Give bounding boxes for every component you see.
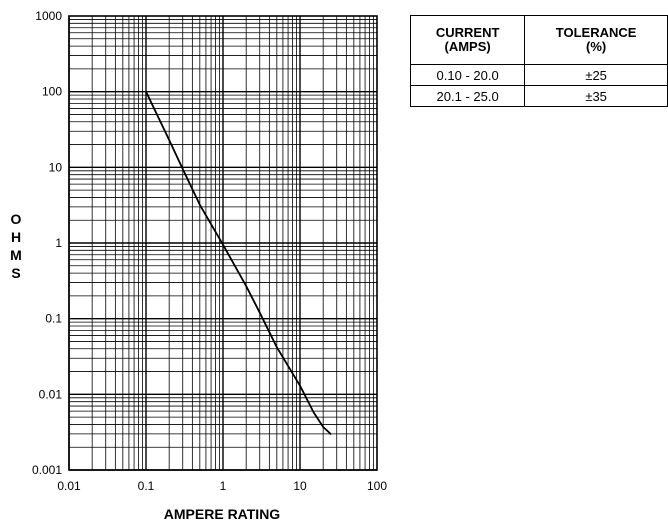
header-tolerance-line1: TOLERANCE (555, 25, 637, 40)
plot-frame (68, 15, 378, 471)
table-cell-tolerance: ±35 (524, 85, 668, 107)
series-group (145, 90, 332, 435)
header-current-line2: (AMPS) (444, 39, 491, 54)
x-tick-label: 0.1 (138, 479, 155, 493)
table-row: 0.10 - 20.0 ±25 (409, 64, 668, 86)
header-tolerance-line2: (%) (586, 39, 607, 54)
y-tick-label: 0.01 (39, 387, 63, 401)
y-tick-label: 10 (49, 160, 63, 174)
table-row: 20.1 - 25.0 ±35 (409, 85, 668, 107)
table-header-row: CURRENT (AMPS) TOLERANCE (%) (409, 15, 668, 65)
header-current-line1: CURRENT (435, 25, 500, 40)
table-cell-current: 0.10 - 20.0 (409, 64, 526, 86)
header-tolerance: TOLERANCE (%) (524, 15, 668, 65)
y-tick-label: 1 (55, 236, 62, 250)
header-current: CURRENT (AMPS) (409, 15, 526, 65)
series-line-0 (145, 90, 332, 435)
y-axis-title-letter: H (11, 229, 21, 245)
x-axis-title: AMPERE RATING (164, 506, 281, 522)
plot-frame-border (68, 15, 378, 471)
y-tick-labels: 0.001 0.01 0.1 1 10 100 1000 (32, 9, 62, 477)
table-cell-tolerance: ±25 (524, 64, 668, 86)
y-tick-label: 0.1 (45, 312, 62, 326)
x-tick-label: 1 (220, 479, 227, 493)
y-axis-title-letter: O (11, 211, 22, 227)
y-tick-label: 100 (42, 85, 62, 99)
x-tick-labels: 0.01 0.1 1 10 100 (57, 479, 387, 493)
y-axis-title-letter: M (10, 247, 22, 263)
table-cell-current: 20.1 - 25.0 (409, 85, 526, 107)
x-tick-label: 100 (367, 479, 387, 493)
y-tick-label: 0.001 (32, 463, 62, 477)
y-axis-title-letter: S (11, 265, 20, 281)
x-tick-label: 10 (293, 479, 307, 493)
y-tick-label: 1000 (35, 9, 62, 23)
x-tick-label: 0.01 (57, 479, 81, 493)
tolerance-table: CURRENT (AMPS) TOLERANCE (%) 0.10 - 20.0… (409, 15, 668, 107)
